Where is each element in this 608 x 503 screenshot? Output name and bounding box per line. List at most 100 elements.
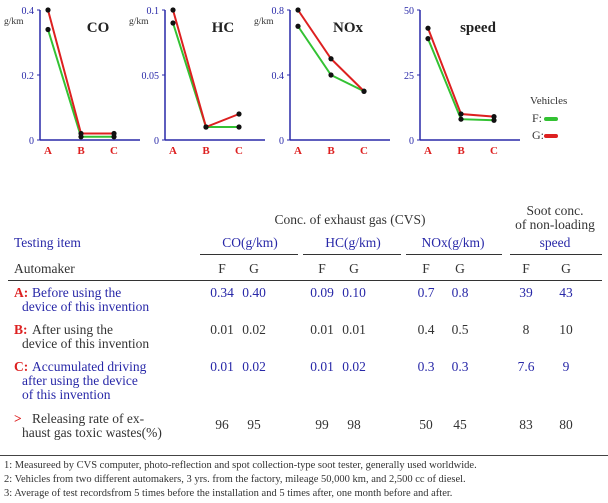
x-tick-label: A: [169, 145, 177, 157]
legend-swatch-f: [544, 117, 558, 121]
data-point-g: [170, 7, 176, 13]
row-3-marker: >: [14, 411, 22, 426]
automaker-label: Automaker: [14, 261, 75, 276]
y-tick-label: 0.05: [142, 71, 160, 82]
testing-item-label: Testing item: [14, 235, 81, 250]
subheader-soot-g: G: [561, 261, 571, 276]
x-tick-label: C: [110, 145, 118, 157]
soot-header-line2: of non-loading: [515, 217, 595, 232]
row-0-marker: A:: [14, 285, 29, 300]
x-tick-label: B: [202, 145, 210, 157]
data-point-g: [491, 114, 497, 120]
y-tick-label: 0: [154, 136, 159, 147]
row-3-value-1: 95: [247, 417, 261, 432]
row-3-value-3: 98: [347, 417, 361, 432]
data-point-f: [458, 116, 464, 122]
row-3-label-line-0: Releasing rate of ex-: [32, 411, 145, 426]
row-2-label-line-1: after using the device: [22, 373, 138, 388]
subheader-hc-f: F: [318, 261, 326, 276]
data-point-f: [45, 26, 51, 33]
y-tick-label: 0.4: [22, 6, 35, 17]
row-1-value-6: 8: [522, 322, 530, 337]
legend-swatch-g: [544, 134, 558, 138]
y-tick-label: 0.4: [272, 71, 285, 82]
x-tick-label: A: [294, 145, 302, 157]
x-tick-label: B: [327, 145, 335, 157]
subheader-co-g: G: [249, 261, 259, 276]
chart-speed: 50 25 0 speed A B C: [404, 6, 520, 157]
row-1-label-line-0: After using the: [32, 322, 113, 337]
y-axis-label: g/km: [254, 17, 274, 27]
soot-header-line1: Soot conc.: [526, 203, 584, 218]
data-point-g: [295, 7, 301, 13]
y-tick-label: 0: [279, 136, 284, 147]
chart-title: HC: [212, 20, 235, 36]
y-tick-label: 50: [404, 6, 414, 17]
row-0-value-2: 0.09: [310, 285, 334, 300]
subheader-co-f: F: [218, 261, 226, 276]
data-point-g: [203, 124, 209, 130]
row-1-label-line-1: device of this invention: [22, 336, 150, 351]
header-rule-soot: [510, 254, 602, 255]
chart-nox: 0.8 0.4 0 g/km NOx A B C: [254, 6, 390, 157]
row-1-marker: B:: [14, 322, 28, 337]
row-2-value-6: 7.6: [517, 359, 535, 374]
footnote-3: 3: Average of test recordsfrom 5 times b…: [4, 488, 453, 499]
x-tick-label: B: [77, 145, 85, 157]
data-point-g: [78, 130, 84, 137]
row-3-value-0: 96: [215, 417, 229, 432]
row-0-value-3: 0.10: [342, 285, 366, 300]
row-2-label-line-2: of this invention: [22, 387, 111, 402]
row-1-value-3: 0.01: [342, 322, 366, 337]
y-axis-label: g/km: [129, 17, 149, 27]
data-point-f: [328, 72, 334, 78]
subheader-hc-g: G: [349, 261, 359, 276]
data-point-g: [328, 56, 334, 62]
row-1-value-7: 10: [559, 322, 573, 337]
col-co: CO(g/km): [222, 235, 278, 250]
row-1-value-2: 0.01: [310, 322, 334, 337]
y-axis-label: g/km: [4, 17, 24, 27]
data-point-g: [45, 7, 51, 13]
row-3-value-6: 83: [519, 417, 533, 432]
row-2-value-1: 0.02: [242, 359, 266, 374]
row-2-value-3: 0.02: [342, 359, 366, 374]
chart-title: speed: [460, 20, 496, 36]
row-1-value-5: 0.5: [451, 322, 469, 337]
group-header: Conc. of exhaust gas (CVS): [274, 212, 426, 227]
y-tick-label: 25: [404, 71, 414, 82]
row-2-value-4: 0.3: [417, 359, 435, 374]
data-point-f: [491, 117, 497, 123]
data-point-g: [425, 25, 431, 31]
chart-hc: 0.1 0.05 0 g/km HC A B C: [129, 6, 265, 157]
row-0-label-line-0: Before using the: [32, 285, 122, 300]
y-tick-label: 0.2: [22, 71, 35, 82]
y-tick-label: 0.1: [147, 6, 160, 17]
header-rule-nox: [406, 254, 502, 255]
row-3-value-2: 99: [315, 417, 329, 432]
subheader-soot-f: F: [522, 261, 530, 276]
row-0-value-4: 0.7: [417, 285, 435, 300]
data-point-g: [361, 88, 367, 94]
row-1-value-0: 0.01: [210, 322, 234, 337]
row-2-marker: C:: [14, 359, 29, 374]
row-3-value-7: 80: [559, 417, 573, 432]
legend-label-g: G:: [532, 128, 544, 142]
x-tick-label: A: [424, 145, 432, 157]
chart-title: CO: [87, 20, 110, 36]
row-2-value-5: 0.3: [451, 359, 469, 374]
y-tick-label: 0.8: [272, 6, 285, 17]
data-point-g: [236, 111, 242, 117]
header-rule-co: [200, 254, 298, 255]
row-0-value-5: 0.8: [451, 285, 469, 300]
footnote-1: 1: Measureed by CVS computer, photo-refl…: [4, 460, 477, 471]
col-hc: HC(g/km): [325, 235, 381, 250]
row-2-value-2: 0.01: [310, 359, 334, 374]
data-point-f: [425, 36, 431, 42]
automaker-rule: [8, 280, 602, 281]
subheader-nox-g: G: [455, 261, 465, 276]
row-3-value-4: 50: [419, 417, 433, 432]
data-point-g: [458, 111, 464, 117]
